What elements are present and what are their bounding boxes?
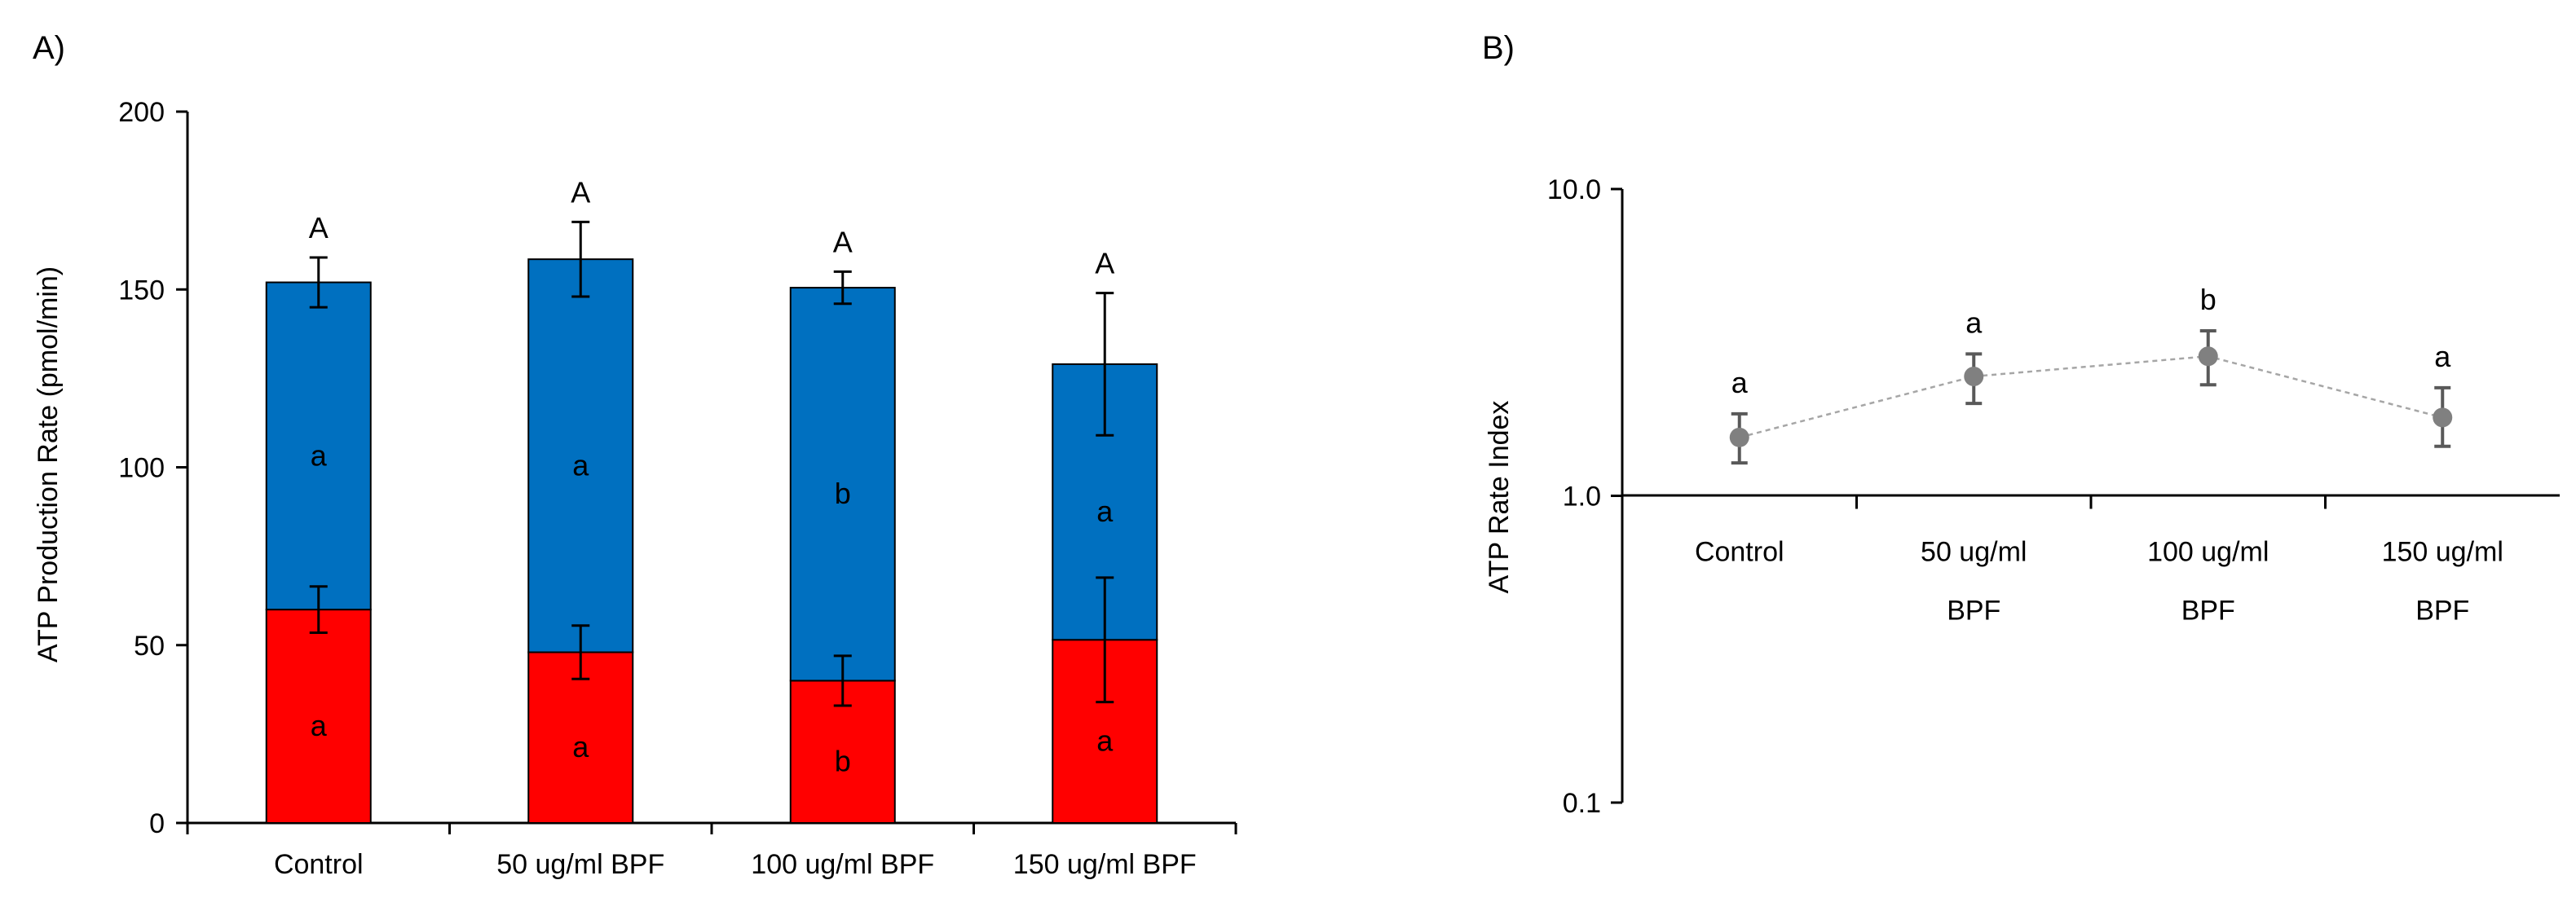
y-tick-label: 0.1 (1563, 788, 1601, 819)
bar-segment-upper (789, 287, 896, 682)
data-point (1729, 427, 1749, 447)
significance-label-lower: b (835, 745, 851, 778)
category-label: 150 ug/ml BPF (1013, 849, 1197, 880)
panel-a-label: A) (33, 30, 65, 66)
data-point (2433, 407, 2453, 428)
y-tick-label: 1.0 (1563, 482, 1601, 513)
data-point (2198, 346, 2218, 367)
panel-a-bars: a a Aa a Ab b Aa a A (265, 175, 1158, 825)
significance-label-upper: a (572, 448, 589, 482)
significance-label-total: A (833, 225, 853, 258)
significance-label-lower: a (311, 709, 328, 742)
panel-a-y-axis-title: ATP Production Rate (pmol/min) (33, 266, 64, 662)
category-label: 100 ug/ml (2147, 537, 2269, 568)
y-tick-label: 50 (134, 631, 165, 662)
y-tick-label: 10.0 (1547, 174, 1601, 205)
significance-label: a (2434, 340, 2451, 373)
panel-b: B) ATP Rate Index 0.1 1.0 10.0 a a b a Contro… (1482, 30, 2560, 819)
bar-segment-upper (527, 258, 634, 653)
category-label: 100 ug/ml BPF (751, 849, 934, 880)
significance-label: a (1965, 306, 1983, 339)
panel-b-series: a a b a (1729, 283, 2453, 465)
panel-a: A) ATP Production Rate (pmol/min) 0 50 100… (33, 30, 1237, 880)
significance-label-lower: a (572, 730, 589, 763)
significance-label-lower: a (1096, 724, 1114, 758)
data-point (1964, 366, 1984, 386)
panel-b-category-labels: Control 50 ug/ml BPF 100 ug/ml BPF 150 ug/ml B… (1695, 537, 2503, 627)
y-tick-label: 200 (118, 97, 165, 128)
panel-a-y-ticks: 0 50 100 150 200 (118, 97, 187, 839)
panel-b-label: B) (1482, 30, 1515, 66)
category-label: Control (1695, 537, 1784, 568)
category-label: Control (274, 849, 364, 880)
panel-a-category-labels: Control 50 ug/ml BPF 100 ug/ml BPF 150 ug/m… (274, 849, 1197, 880)
series-connector-line (1739, 354, 2443, 439)
category-label: 50 ug/ml (1921, 537, 2027, 568)
significance-label-upper: a (311, 438, 328, 472)
significance-label-total: A (1095, 247, 1114, 280)
panel-b-x-ticks (1855, 495, 2327, 509)
category-label: BPF (2181, 596, 2235, 627)
significance-label: b (2200, 283, 2217, 316)
category-label: 50 ug/ml BPF (496, 849, 664, 880)
bar-segment-upper (265, 281, 372, 611)
significance-label-total: A (571, 175, 590, 209)
category-label: 150 ug/ml (2382, 537, 2503, 568)
panel-b-y-ticks: 0.1 1.0 10.0 (1547, 174, 1622, 819)
significance-label-upper: b (835, 477, 851, 510)
y-tick-label: 100 (118, 453, 165, 484)
bar-segment-lower (265, 609, 372, 824)
significance-label-total: A (309, 211, 329, 244)
significance-label: a (1731, 366, 1749, 399)
category-label: BPF (1947, 596, 2000, 627)
y-tick-label: 0 (149, 808, 165, 839)
significance-label-upper: a (1096, 495, 1114, 528)
panel-a-x-ticks (186, 823, 1237, 834)
category-label: BPF (2415, 596, 2469, 627)
panel-b-y-axis-title: ATP Rate Index (1484, 401, 1515, 594)
y-tick-label: 150 (118, 275, 165, 306)
